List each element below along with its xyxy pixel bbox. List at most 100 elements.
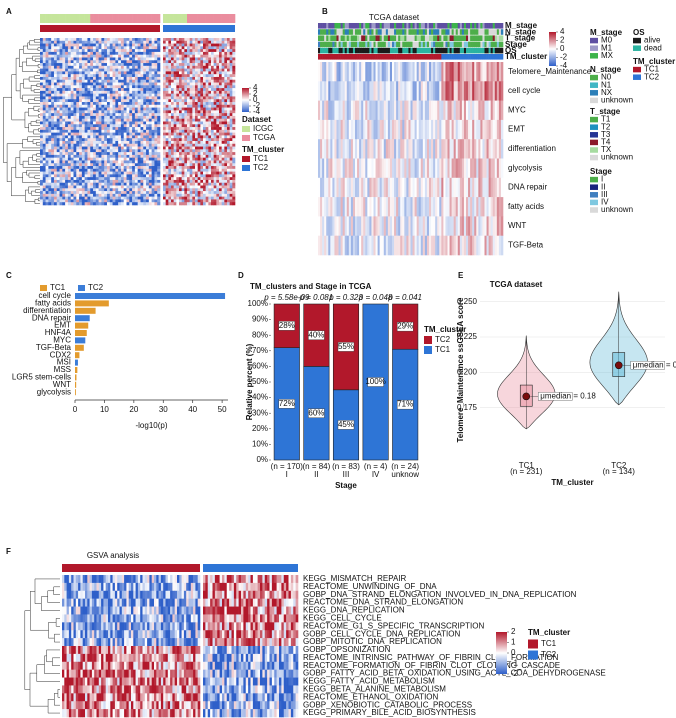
heatmap-cell	[232, 138, 236, 142]
heatmap-cell	[324, 62, 327, 82]
heatmap-cell	[163, 90, 166, 94]
heatmap-cell	[192, 49, 196, 53]
heatmap-cell	[70, 168, 74, 172]
heatmap-cell	[151, 99, 155, 103]
annotation-cell	[369, 29, 372, 35]
heatmap-cell	[62, 160, 66, 164]
legend-label: TCGA	[253, 133, 276, 142]
heatmap-cell	[148, 166, 152, 170]
annotation-cell	[84, 14, 88, 23]
heatmap-cell	[106, 152, 111, 156]
heatmap-cell	[81, 93, 85, 97]
heatmap-cell	[137, 54, 141, 58]
heatmap-cell	[118, 115, 122, 120]
heatmap-cell	[221, 93, 225, 97]
heatmap-cell	[219, 152, 222, 156]
heatmap-cell	[112, 185, 116, 189]
heatmap-cell	[203, 182, 206, 186]
heatmap-cell	[59, 121, 63, 125]
heatmap-cell	[79, 43, 83, 47]
heatmap-cell	[90, 168, 94, 172]
annotation-cell	[498, 35, 502, 41]
annotation-cell	[406, 35, 409, 41]
heatmap-cell	[165, 163, 169, 167]
heatmap-cell	[137, 115, 141, 120]
heatmap-cell	[203, 138, 206, 142]
heatmap-cell	[184, 202, 188, 206]
heatmap-cell	[42, 182, 46, 186]
heatmap-cell	[208, 40, 212, 44]
heatmap-cell	[154, 115, 158, 120]
heatmap-cell	[98, 121, 102, 125]
heatmap-cell	[70, 188, 74, 192]
heatmap-cell	[227, 79, 230, 83]
heatmap-cell	[203, 107, 206, 111]
heatmap-cell	[197, 202, 201, 206]
heatmap-cell	[219, 99, 222, 103]
annotation-cell	[324, 35, 327, 41]
heatmap-cell	[359, 62, 362, 82]
heatmap-cell	[208, 146, 212, 150]
heatmap-cell	[45, 157, 49, 161]
heatmap-cell	[129, 49, 133, 53]
heatmap-cell	[205, 129, 209, 133]
heatmap-cell	[227, 107, 230, 111]
annotation-cell	[192, 14, 196, 23]
heatmap-cell	[115, 124, 119, 128]
heatmap-cell	[189, 152, 193, 156]
heatmap-cell	[79, 88, 83, 92]
heatmap-cell	[146, 40, 150, 44]
heatmap-cell	[129, 104, 133, 108]
heatmap-cell	[318, 62, 321, 82]
heatmap-cell	[129, 174, 133, 178]
heatmap-cell	[132, 43, 136, 47]
heatmap-cell	[205, 88, 209, 92]
annotation-cell	[435, 23, 438, 29]
heatmap-cell	[106, 127, 111, 131]
heatmap-cell	[197, 88, 201, 92]
heatmap-cell	[93, 140, 97, 145]
heatmap-cell	[104, 143, 108, 147]
heatmap-cell	[208, 63, 212, 67]
heatmap-cell	[181, 121, 185, 125]
heatmap-cell	[93, 146, 97, 150]
heatmap-cell	[53, 196, 58, 200]
heatmap-cell	[104, 199, 108, 203]
annotation-cell	[461, 29, 465, 35]
heatmap-cell	[165, 46, 169, 50]
heatmap-cell	[76, 40, 80, 44]
heatmap-cell	[322, 81, 325, 101]
heatmap-cell	[129, 74, 133, 78]
annotation-cell	[326, 23, 329, 29]
annotation-cell	[484, 54, 487, 60]
heatmap-cell	[106, 104, 111, 108]
heatmap-cell	[79, 149, 83, 153]
heatmap-cell	[76, 168, 80, 172]
annotation-cell	[422, 35, 426, 41]
heatmap-cell	[101, 166, 105, 170]
heatmap-cell	[221, 96, 225, 100]
heatmap-cell	[227, 46, 230, 50]
heatmap-cell	[42, 110, 46, 114]
annotation-cell	[328, 41, 331, 48]
heatmap-cell	[132, 63, 136, 67]
heatmap-cell	[224, 121, 228, 125]
heatmap-cell	[219, 157, 222, 161]
heatmap-cell	[51, 129, 55, 133]
heatmap-cell	[73, 49, 77, 53]
legend-label: ICGC	[253, 124, 273, 133]
heatmap-cell	[101, 196, 105, 200]
annotation-cell	[416, 35, 420, 41]
heatmap-cell	[195, 38, 198, 42]
heatmap-cell	[45, 63, 49, 67]
heatmap-cell	[48, 152, 52, 156]
annotation-cell	[433, 35, 436, 41]
heatmap-cell	[189, 171, 193, 175]
heatmap-cell	[143, 104, 147, 108]
heatmap-cell	[224, 185, 228, 189]
heatmap-cell	[93, 43, 97, 47]
annotation-cell	[439, 23, 442, 29]
annotation-cell	[330, 47, 333, 54]
heatmap-cell	[140, 57, 144, 61]
heatmap-cell	[112, 57, 116, 61]
